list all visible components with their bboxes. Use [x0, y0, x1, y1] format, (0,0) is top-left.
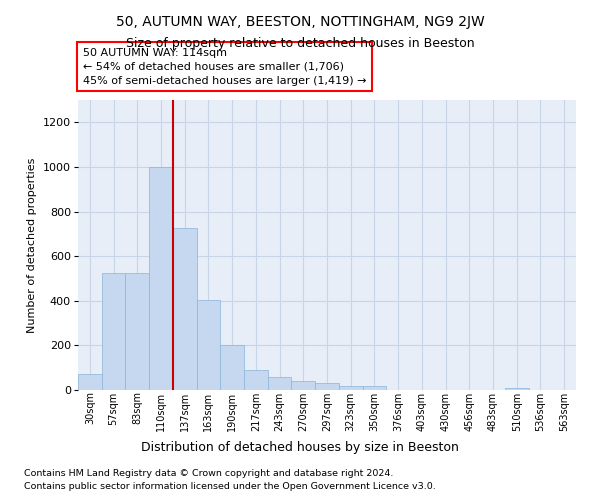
- Bar: [315, 384, 339, 390]
- Text: Distribution of detached houses by size in Beeston: Distribution of detached houses by size …: [141, 441, 459, 454]
- Text: Contains HM Land Registry data © Crown copyright and database right 2024.: Contains HM Land Registry data © Crown c…: [24, 468, 394, 477]
- Bar: [268, 376, 292, 390]
- Text: Size of property relative to detached houses in Beeston: Size of property relative to detached ho…: [125, 38, 475, 51]
- Bar: [505, 388, 529, 390]
- Bar: [125, 273, 149, 390]
- Bar: [197, 300, 220, 390]
- Text: 50 AUTUMN WAY: 114sqm
← 54% of detached houses are smaller (1,706)
45% of semi-d: 50 AUTUMN WAY: 114sqm ← 54% of detached …: [83, 48, 367, 86]
- Bar: [339, 386, 362, 390]
- Bar: [78, 374, 102, 390]
- Bar: [173, 228, 197, 390]
- Bar: [362, 386, 386, 390]
- Y-axis label: Number of detached properties: Number of detached properties: [28, 158, 37, 332]
- Bar: [102, 273, 125, 390]
- Bar: [244, 370, 268, 390]
- Bar: [220, 346, 244, 390]
- Bar: [149, 167, 173, 390]
- Bar: [292, 381, 315, 390]
- Text: Contains public sector information licensed under the Open Government Licence v3: Contains public sector information licen…: [24, 482, 436, 491]
- Text: 50, AUTUMN WAY, BEESTON, NOTTINGHAM, NG9 2JW: 50, AUTUMN WAY, BEESTON, NOTTINGHAM, NG9…: [116, 15, 484, 29]
